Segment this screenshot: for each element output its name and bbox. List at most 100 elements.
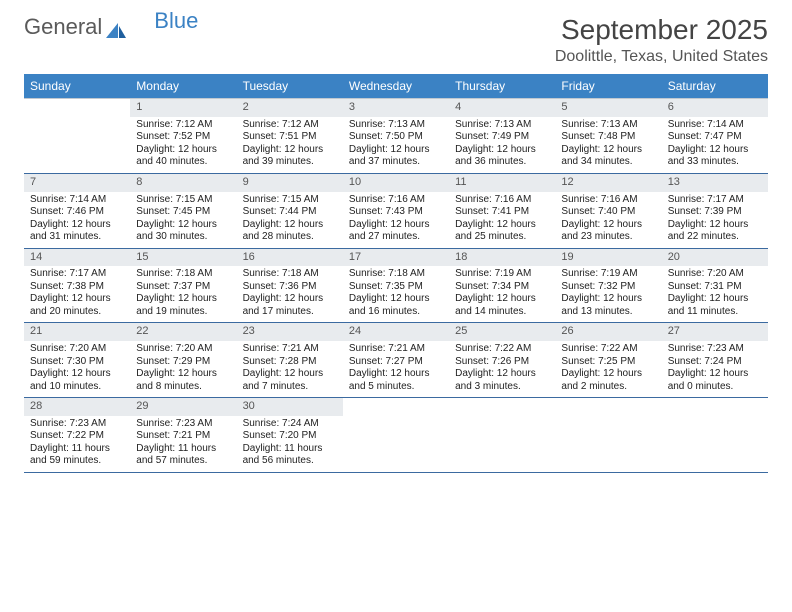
cell-day2: and 20 minutes. [30, 306, 124, 319]
calendar-day-cell: 27Sunrise: 7:23 AMSunset: 7:24 PMDayligh… [662, 323, 768, 397]
cell-sunrise: Sunrise: 7:13 AM [349, 119, 443, 132]
calendar-day-cell: 28Sunrise: 7:23 AMSunset: 7:22 PMDayligh… [24, 398, 130, 472]
cell-sunset: Sunset: 7:47 PM [668, 131, 762, 144]
cell-sunrise: Sunrise: 7:19 AM [455, 268, 549, 281]
dayname-saturday: Saturday [662, 74, 768, 98]
day-number: 5 [555, 99, 661, 117]
day-number: 1 [130, 99, 236, 117]
cell-day2: and 59 minutes. [30, 455, 124, 468]
dayname-monday: Monday [130, 74, 236, 98]
cell-sunset: Sunset: 7:25 PM [561, 356, 655, 369]
cell-day2: and 5 minutes. [349, 381, 443, 394]
cell-day1: Daylight: 12 hours [455, 219, 549, 232]
calendar-week-row: .1Sunrise: 7:12 AMSunset: 7:52 PMDayligh… [24, 99, 768, 174]
cell-day1: Daylight: 12 hours [455, 368, 549, 381]
calendar-day-cell: 1Sunrise: 7:12 AMSunset: 7:52 PMDaylight… [130, 99, 236, 173]
page-header: General Blue September 2025 Doolittle, T… [24, 14, 768, 66]
cell-day1: Daylight: 12 hours [30, 293, 124, 306]
calendar-day-cell: . [343, 398, 449, 472]
day-number: 15 [130, 249, 236, 267]
cell-day1: Daylight: 12 hours [455, 293, 549, 306]
cell-day1: Daylight: 12 hours [349, 219, 443, 232]
cell-day1: Daylight: 12 hours [30, 368, 124, 381]
cell-day2: and 25 minutes. [455, 231, 549, 244]
calendar-day-cell: 15Sunrise: 7:18 AMSunset: 7:37 PMDayligh… [130, 249, 236, 323]
cell-day2: and 7 minutes. [243, 381, 337, 394]
cell-sunrise: Sunrise: 7:18 AM [349, 268, 443, 281]
calendar-day-cell: 29Sunrise: 7:23 AMSunset: 7:21 PMDayligh… [130, 398, 236, 472]
calendar-grid: .1Sunrise: 7:12 AMSunset: 7:52 PMDayligh… [24, 98, 768, 473]
cell-sunset: Sunset: 7:37 PM [136, 281, 230, 294]
cell-sunset: Sunset: 7:28 PM [243, 356, 337, 369]
day-number: 2 [237, 99, 343, 117]
calendar-week-row: 28 Sunrise: 7:23 AM Sunset: 7:22 PM Dayligh… [24, 398, 768, 473]
cell-sunset: Sunset: 7:51 PM [243, 131, 337, 144]
calendar-day-cell: 26Sunrise: 7:22 AMSunset: 7:25 PMDayligh… [555, 323, 661, 397]
cell-day2: and 17 minutes. [243, 306, 337, 319]
cell-day2: and 8 minutes. [136, 381, 230, 394]
cell-sunset: Sunset: 7:49 PM [455, 131, 549, 144]
calendar-day-cell: 17Sunrise: 7:18 AMSunset: 7:35 PMDayligh… [343, 249, 449, 323]
calendar-header-row: Sunday Monday Tuesday Wednesday Thursday… [24, 74, 768, 98]
cell-sunrise: Sunrise: 7:13 AM [561, 119, 655, 132]
cell-sunrise: Sunrise: 7:17 AM [668, 194, 762, 207]
cell-sunset: Sunset: 7:44 PM [243, 206, 337, 219]
calendar-day-cell: 18Sunrise: 7:19 AMSunset: 7:34 PMDayligh… [449, 249, 555, 323]
dayname-thursday: Thursday [449, 74, 555, 98]
cell-day1: Daylight: 12 hours [136, 219, 230, 232]
calendar-day-cell: . [662, 398, 768, 472]
cell-sunset: Sunset: 7:36 PM [243, 281, 337, 294]
day-number: 20 [662, 249, 768, 267]
cell-sunset: Sunset: 7:22 PM [30, 430, 124, 443]
cell-day1: Daylight: 12 hours [243, 144, 337, 157]
cell-sunrise: Sunrise: 7:17 AM [30, 268, 124, 281]
cell-day1: Daylight: 12 hours [668, 293, 762, 306]
day-number: 9 [237, 174, 343, 192]
cell-day2: and 10 minutes. [30, 381, 124, 394]
cell-sunset: Sunset: 7:48 PM [561, 131, 655, 144]
day-number: 21 [24, 323, 130, 341]
cell-day1: Daylight: 12 hours [668, 144, 762, 157]
calendar-day-cell: 7Sunrise: 7:14 AMSunset: 7:46 PMDaylight… [24, 174, 130, 248]
day-number: 28 [24, 398, 130, 416]
brand-logo: General Blue [24, 14, 198, 40]
cell-sunrise: Sunrise: 7:15 AM [136, 194, 230, 207]
location-text: Doolittle, Texas, United States [555, 48, 768, 66]
cell-day1: Daylight: 12 hours [349, 368, 443, 381]
cell-sunrise: Sunrise: 7:18 AM [243, 268, 337, 281]
cell-sunset: Sunset: 7:45 PM [136, 206, 230, 219]
cell-sunset: Sunset: 7:29 PM [136, 356, 230, 369]
day-number: 24 [343, 323, 449, 341]
cell-sunrise: Sunrise: 7:24 AM [243, 418, 337, 431]
cell-day1: Daylight: 11 hours [136, 443, 230, 456]
day-number: 18 [449, 249, 555, 267]
cell-sunrise: Sunrise: 7:22 AM [455, 343, 549, 356]
cell-sunrise: Sunrise: 7:13 AM [455, 119, 549, 132]
day-number: 17 [343, 249, 449, 267]
calendar-week-row: 21Sunrise: 7:20 AMSunset: 7:30 PMDayligh… [24, 323, 768, 398]
cell-day2: and 3 minutes. [455, 381, 549, 394]
day-number: 13 [662, 174, 768, 192]
calendar-day-cell: 9 Sunrise: 7:15 AMSunset: 7:44 PMDaylight… [237, 174, 343, 248]
cell-sunset: Sunset: 7:30 PM [30, 356, 124, 369]
cell-day1: Daylight: 12 hours [136, 293, 230, 306]
cell-sunset: Sunset: 7:26 PM [455, 356, 549, 369]
calendar-day-cell: 30Sunrise: 7:24 AMSunset: 7:20 PMDayligh… [237, 398, 343, 472]
cell-sunrise: Sunrise: 7:15 AM [243, 194, 337, 207]
cell-day1: Daylight: 12 hours [243, 219, 337, 232]
cell-day1: Daylight: 12 hours [561, 368, 655, 381]
day-number: 25 [449, 323, 555, 341]
month-title: September 2025 [555, 14, 768, 46]
cell-day2: and 19 minutes. [136, 306, 230, 319]
cell-sunrise: Sunrise: 7:23 AM [136, 418, 230, 431]
cell-day2: and 57 minutes. [136, 455, 230, 468]
cell-sunrise: Sunrise: 7:14 AM [30, 194, 124, 207]
cell-sunrise: Sunrise: 7:12 AM [136, 119, 230, 132]
cell-sunrise: Sunrise: 7:23 AM [668, 343, 762, 356]
calendar-day-cell: 6Sunrise: 7:14 AMSunset: 7:47 PMDaylight… [662, 99, 768, 173]
cell-sunset: Sunset: 7:21 PM [136, 430, 230, 443]
cell-sunrise: Sunrise: 7:18 AM [136, 268, 230, 281]
calendar-day-cell: 11Sunrise: 7:16 AMSunset: 7:41 PMDayligh… [449, 174, 555, 248]
cell-day1: Daylight: 12 hours [136, 144, 230, 157]
calendar-day-cell: 2Sunrise: 7:12 AMSunset: 7:51 PMDaylight… [237, 99, 343, 173]
